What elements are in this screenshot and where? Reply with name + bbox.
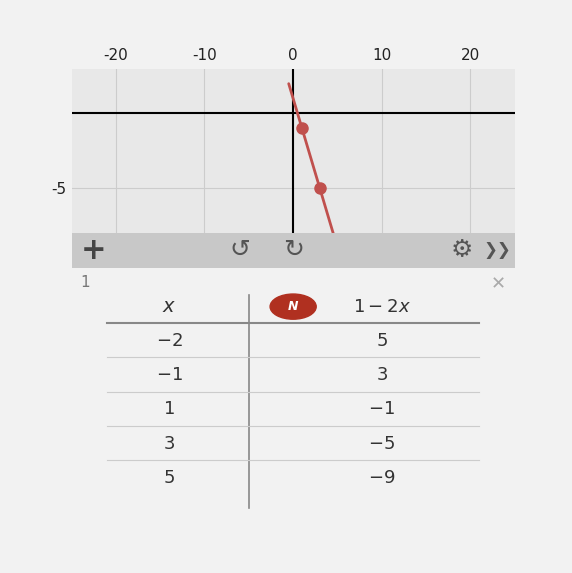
Text: ↻: ↻ (283, 238, 304, 262)
Text: $3$: $3$ (376, 366, 388, 384)
Text: $-2$: $-2$ (156, 332, 182, 350)
Text: $1-2x$: $1-2x$ (353, 297, 411, 316)
Text: $3$: $3$ (163, 434, 175, 453)
Circle shape (270, 294, 316, 319)
Text: $-1$: $-1$ (156, 366, 182, 384)
Text: ↺: ↺ (229, 238, 251, 262)
Text: ⚙: ⚙ (450, 238, 473, 262)
Text: ✕: ✕ (491, 275, 506, 293)
Text: $5$: $5$ (163, 469, 175, 486)
Text: $5$: $5$ (376, 332, 388, 350)
Text: $1$: $1$ (163, 401, 175, 418)
Text: $x$: $x$ (162, 297, 176, 316)
Text: $-1$: $-1$ (368, 401, 395, 418)
Text: N: N (288, 300, 299, 313)
Text: 1: 1 (80, 275, 90, 290)
Text: +: + (81, 236, 106, 265)
Text: ❯❯: ❯❯ (483, 241, 511, 260)
Text: $-5$: $-5$ (368, 434, 395, 453)
Text: $-9$: $-9$ (368, 469, 395, 486)
